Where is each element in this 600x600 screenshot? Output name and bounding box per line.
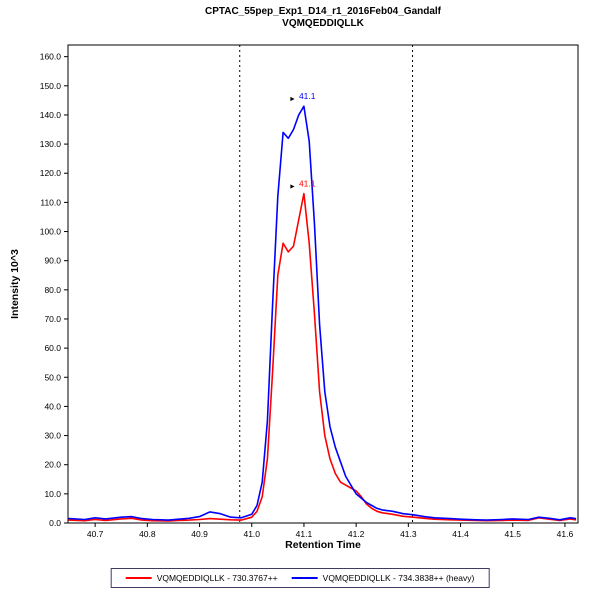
y-tick-label: 120.0	[40, 168, 62, 178]
legend-label-light: VQMQEDDIQLLK - 730.3767++	[156, 573, 278, 583]
plot-frame	[67, 44, 579, 524]
legend-line-red	[125, 577, 152, 579]
x-tick-label: 41.6	[557, 529, 574, 539]
y-tick-label: 150.0	[40, 81, 62, 91]
y-tick-label: 30.0	[44, 431, 61, 441]
x-tick-label: 41.1	[296, 529, 313, 539]
peak-retention-label: 41.1	[299, 179, 316, 189]
legend: VQMQEDDIQLLK - 730.3767++ VQMQEDDIQLLK -…	[110, 568, 490, 588]
y-tick-label: 100.0	[40, 227, 62, 237]
y-tick-label: 130.0	[40, 139, 62, 149]
legend-item-heavy: VQMQEDDIQLLK - 734.3838++ (heavy)	[291, 573, 475, 583]
chart-subtitle: VQMQEDDIQLLK	[282, 18, 364, 29]
peak-arrow-icon: ►	[289, 184, 296, 191]
y-tick-label: 60.0	[44, 343, 61, 353]
y-tick-label: 20.0	[44, 460, 61, 470]
y-tick-label: 70.0	[44, 314, 61, 324]
y-tick-label: 110.0	[40, 197, 61, 207]
chromatogram-trace-heavy	[68, 105, 577, 521]
x-tick-label: 41.3	[400, 529, 417, 539]
y-tick-label: 40.0	[44, 401, 61, 411]
legend-label-heavy: VQMQEDDIQLLK - 734.3838++ (heavy)	[322, 573, 475, 583]
chart-header: CPTAC_55pep_Exp1_D14_r1_2016Feb04_Gandal…	[68, 6, 578, 30]
legend-item-light: VQMQEDDIQLLK - 730.3767++	[125, 573, 278, 583]
y-tick-label: 10.0	[44, 489, 61, 499]
x-tick-label: 40.9	[191, 529, 208, 539]
peak-arrow-icon: ►	[289, 96, 296, 103]
y-tick-label: 160.0	[40, 52, 62, 62]
peak-retention-label: 41.1	[299, 91, 316, 101]
y-tick-label: 90.0	[44, 256, 61, 266]
y-tick-label: 80.0	[44, 285, 61, 295]
x-tick-label: 41.2	[348, 529, 365, 539]
legend-line-blue	[291, 577, 318, 579]
y-tick-label: 50.0	[44, 372, 61, 382]
x-axis-label: Retention Time	[285, 539, 361, 551]
y-tick-label: 140.0	[40, 110, 62, 120]
chart-title: CPTAC_55pep_Exp1_D14_r1_2016Feb04_Gandal…	[204, 6, 442, 17]
x-tick-label: 41.4	[452, 529, 469, 539]
x-tick-label: 41.0	[243, 529, 260, 539]
y-axis-label: Intensity 10^3	[9, 249, 21, 319]
x-tick-label: 41.5	[504, 529, 521, 539]
y-tick-label: 0.0	[49, 518, 61, 528]
x-tick-label: 40.8	[139, 529, 156, 539]
x-tick-label: 40.7	[87, 529, 104, 539]
